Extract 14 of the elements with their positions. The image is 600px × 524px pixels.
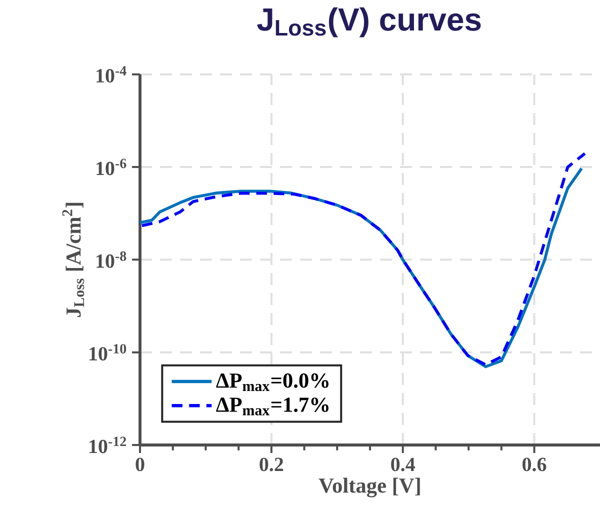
chart-title: J$_{Loss}$(V) curves [257,7,481,38]
legend-label: ΔP$_{max}$=0.0% [216,373,328,392]
x-tick-label: 0.4 [391,458,415,472]
y-tick-label: 10$^{-12}$ [90,436,126,454]
x-tick-label: 0.2 [260,458,284,472]
legend-label: ΔP$_{max}$=1.7% [216,398,328,416]
y-tick-label: 10$^{-4}$ [96,66,126,83]
y-tick-label: 10$^{-6}$ [96,158,126,176]
x-tick-label: 0 [136,458,144,472]
y-tick-label: 10$^{-8}$ [96,251,126,268]
y-tick-label: 10$^{-10}$ [90,344,126,361]
x-tick-label: 0.6 [522,458,546,472]
x-axis-title: Voltage [V] [318,478,420,498]
y-axis-title: J$_{Loss}$ [A/cm$^{2}$] [62,202,84,318]
